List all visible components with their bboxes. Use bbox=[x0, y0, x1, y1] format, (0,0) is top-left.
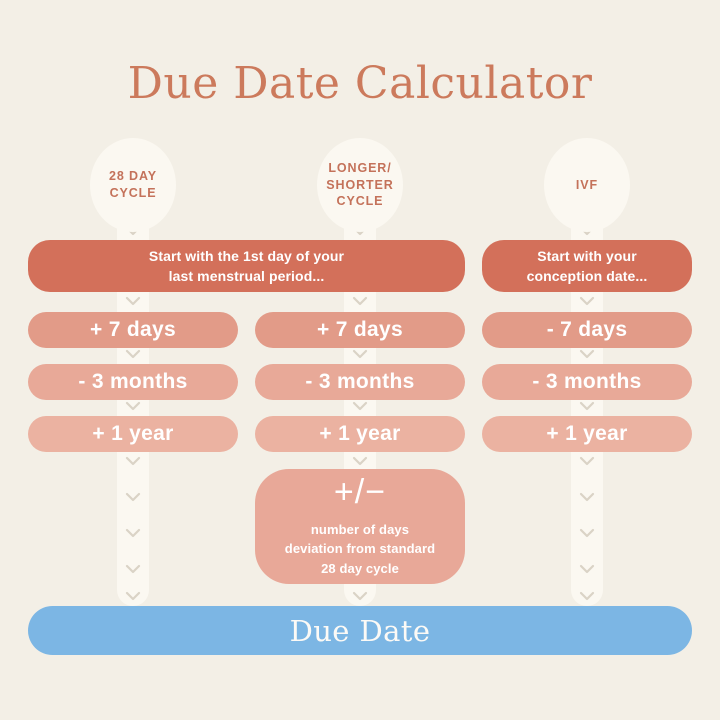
chevron-down-icon bbox=[351, 455, 369, 467]
step-label: + 1 year bbox=[546, 422, 628, 445]
step-label: + 1 year bbox=[92, 422, 174, 445]
due-date-result-bar[interactable]: Due Date bbox=[28, 606, 692, 655]
step-col2-days[interactable]: + 7 days bbox=[255, 312, 465, 348]
chevron-down-icon bbox=[124, 563, 142, 575]
step-col3-days[interactable]: - 7 days bbox=[482, 312, 692, 348]
step-col1-days[interactable]: + 7 days bbox=[28, 312, 238, 348]
chevron-down-icon bbox=[578, 563, 596, 575]
chevron-down-icon bbox=[578, 527, 596, 539]
chevron-down-icon bbox=[351, 295, 369, 307]
due-date-label: Due Date bbox=[289, 613, 431, 648]
step-col2-deviation[interactable]: +/− number of days deviation from standa… bbox=[255, 469, 465, 584]
chevron-down-icon bbox=[351, 400, 369, 412]
step-label: - 3 months bbox=[532, 370, 642, 393]
chevron-down-icon bbox=[124, 455, 142, 467]
chevron-down-icon bbox=[578, 348, 596, 360]
step-label: - 3 months bbox=[305, 370, 415, 393]
step-label: + 7 days bbox=[90, 318, 176, 341]
deviation-caption: number of days deviation from standard 2… bbox=[284, 521, 436, 576]
step-label: + 1 year bbox=[319, 422, 401, 445]
column-header-label: LONGER/ SHORTER CYCLE bbox=[326, 160, 394, 209]
step-col2-year[interactable]: + 1 year bbox=[255, 416, 465, 452]
step-start-menstrual-period[interactable]: Start with the 1st day of your last mens… bbox=[28, 240, 465, 292]
chevron-down-icon bbox=[124, 400, 142, 412]
step-col3-months[interactable]: - 3 months bbox=[482, 364, 692, 400]
column-header-28-day-cycle[interactable]: 28 DAY CYCLE bbox=[90, 138, 176, 232]
page-title: Due Date Calculator bbox=[127, 58, 593, 109]
step-col3-year[interactable]: + 1 year bbox=[482, 416, 692, 452]
step-label: - 3 months bbox=[78, 370, 188, 393]
step-col2-months[interactable]: - 3 months bbox=[255, 364, 465, 400]
chevron-down-icon bbox=[124, 491, 142, 503]
step-label: Start with the 1st day of your last mens… bbox=[148, 247, 345, 284]
step-label: Start with your conception date... bbox=[526, 247, 648, 284]
step-col1-months[interactable]: - 3 months bbox=[28, 364, 238, 400]
deviation-symbol: +/− bbox=[333, 472, 387, 511]
step-label: - 7 days bbox=[546, 318, 628, 341]
step-label: + 7 days bbox=[317, 318, 403, 341]
chevron-down-icon bbox=[578, 400, 596, 412]
chevron-down-icon bbox=[124, 527, 142, 539]
chevron-down-icon bbox=[351, 348, 369, 360]
chevron-down-icon bbox=[578, 590, 596, 602]
chevron-down-icon bbox=[124, 295, 142, 307]
column-header-longer-shorter-cycle[interactable]: LONGER/ SHORTER CYCLE bbox=[317, 138, 403, 232]
chevron-down-icon bbox=[578, 455, 596, 467]
chevron-down-icon bbox=[578, 295, 596, 307]
chevron-down-icon bbox=[578, 491, 596, 503]
chevron-down-icon bbox=[351, 590, 369, 602]
column-header-ivf[interactable]: IVF bbox=[544, 138, 630, 232]
chevron-down-icon bbox=[124, 590, 142, 602]
step-start-conception-date[interactable]: Start with your conception date... bbox=[482, 240, 692, 292]
column-header-label: 28 DAY CYCLE bbox=[108, 169, 158, 200]
step-col1-year[interactable]: + 1 year bbox=[28, 416, 238, 452]
column-header-label: IVF bbox=[575, 177, 599, 192]
chevron-down-icon bbox=[124, 348, 142, 360]
